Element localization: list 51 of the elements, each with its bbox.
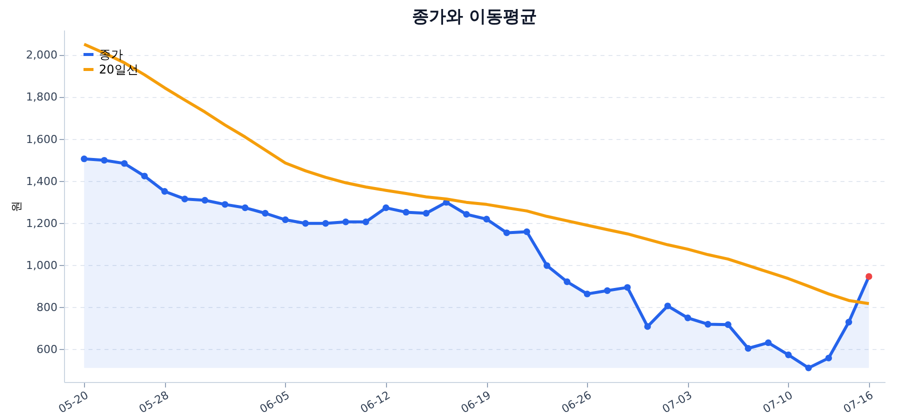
point <box>80 155 88 162</box>
point <box>161 188 168 195</box>
point <box>684 314 692 322</box>
point <box>845 318 852 326</box>
point <box>181 196 188 202</box>
point <box>262 210 269 217</box>
chart-title: 종가와 이동평균 <box>412 7 537 27</box>
point <box>564 278 570 286</box>
point <box>402 208 410 216</box>
point <box>141 172 148 180</box>
point <box>584 290 591 298</box>
point <box>222 201 228 208</box>
point <box>302 220 309 227</box>
point <box>483 216 490 222</box>
y-tick-label: 1,600 <box>26 132 58 146</box>
point <box>825 354 832 362</box>
point <box>463 210 470 218</box>
point <box>523 228 530 236</box>
point <box>785 352 792 358</box>
point <box>724 321 732 328</box>
point <box>242 204 248 212</box>
point <box>704 320 712 328</box>
y-axis-title: 원 <box>10 201 24 212</box>
point <box>503 229 510 236</box>
point <box>121 160 128 167</box>
y-tick-label: 1,000 <box>26 258 58 272</box>
point <box>422 210 430 217</box>
point <box>604 287 611 294</box>
point <box>764 339 772 346</box>
y-tick-label: 2,000 <box>26 48 58 62</box>
point <box>664 302 672 310</box>
legend-label: 20일선 <box>99 62 138 76</box>
y-tick-label: 600 <box>36 342 58 356</box>
point <box>342 218 350 226</box>
point <box>362 218 370 226</box>
point <box>202 196 208 204</box>
y-tick-label: 800 <box>36 300 58 314</box>
point <box>382 204 390 212</box>
y-tick-label: 1,800 <box>26 90 58 104</box>
point <box>744 345 752 352</box>
point <box>544 262 550 269</box>
point <box>100 156 108 164</box>
point <box>282 216 289 224</box>
point <box>322 220 329 227</box>
point <box>805 364 812 372</box>
point <box>866 273 872 280</box>
point <box>644 323 651 330</box>
y-tick-label: 1,400 <box>26 174 58 188</box>
point <box>624 284 631 291</box>
y-tick-label: 1,200 <box>26 216 58 230</box>
line-series <box>82 42 870 306</box>
